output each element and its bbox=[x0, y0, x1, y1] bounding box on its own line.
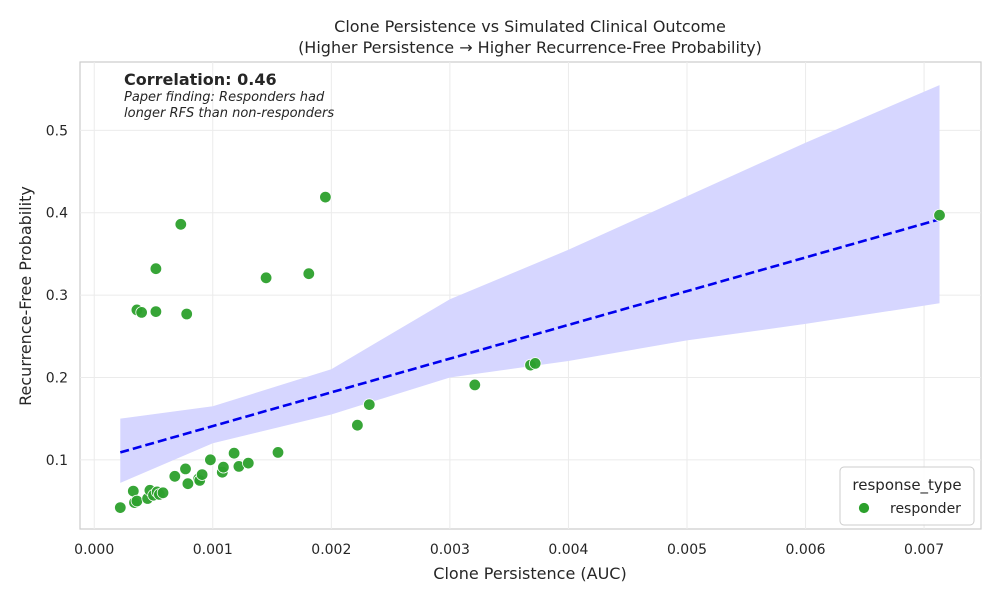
legend-title: response_type bbox=[852, 476, 961, 495]
data-point bbox=[174, 218, 188, 231]
data-point bbox=[180, 307, 193, 321]
data-point bbox=[204, 453, 217, 467]
legend-marker-responder bbox=[858, 502, 870, 514]
x-tick-label: 0.006 bbox=[785, 542, 825, 558]
data-point bbox=[259, 271, 273, 285]
x-tick-label: 0.005 bbox=[667, 542, 707, 558]
paper-finding-note-line2: longer RFS than non-responders bbox=[124, 106, 334, 121]
chart-title-line1: Clone Persistence vs Simulated Clinical … bbox=[334, 17, 726, 36]
data-point bbox=[181, 477, 195, 490]
y-tick-label: 0.2 bbox=[46, 370, 68, 386]
data-point bbox=[227, 447, 241, 460]
legend-label-responder: responder bbox=[890, 501, 961, 517]
x-tick-label: 0.000 bbox=[74, 542, 114, 558]
data-point bbox=[302, 267, 316, 280]
data-point bbox=[217, 461, 230, 474]
y-axis-label: Recurrence-Free Probability bbox=[16, 186, 35, 406]
data-point bbox=[271, 446, 285, 459]
y-tick-label: 0.4 bbox=[46, 206, 68, 222]
data-point bbox=[114, 501, 127, 514]
legend-box bbox=[839, 466, 975, 526]
y-tick-label: 0.5 bbox=[46, 123, 68, 139]
x-tick-label: 0.004 bbox=[548, 542, 588, 558]
x-tick-label: 0.007 bbox=[904, 542, 944, 558]
y-tick-label: 0.1 bbox=[46, 453, 68, 469]
x-tick-label: 0.002 bbox=[311, 542, 351, 558]
data-point bbox=[933, 208, 946, 222]
data-point bbox=[168, 470, 182, 483]
data-point bbox=[149, 305, 163, 318]
confidence-band bbox=[120, 85, 940, 483]
data-point bbox=[135, 306, 148, 319]
data-point bbox=[351, 419, 364, 432]
x-axis-ticks: 0.000 0.001 0.002 0.003 0.004 0.005 0.006 0.007 bbox=[74, 542, 944, 558]
data-point bbox=[468, 378, 482, 392]
x-axis-label: Clone Persistence (AUC) bbox=[433, 564, 626, 583]
data-point bbox=[242, 456, 255, 470]
paper-finding-note-line1: Paper finding: Responders had bbox=[124, 90, 325, 105]
data-point bbox=[195, 468, 209, 481]
data-point bbox=[319, 190, 332, 204]
fit-line-layer bbox=[119, 218, 940, 454]
correlation-annotation: Correlation: 0.46 bbox=[124, 70, 277, 89]
data-point bbox=[529, 357, 542, 370]
y-tick-label: 0.3 bbox=[46, 288, 68, 304]
data-point bbox=[363, 398, 376, 411]
chart-title-line2: (Higher Persistence → Higher Recurrence-… bbox=[298, 38, 762, 57]
y-axis-ticks: 0.1 0.2 0.3 0.4 0.5 bbox=[46, 123, 68, 468]
confidence-band-layer bbox=[120, 85, 940, 483]
x-tick-label: 0.003 bbox=[430, 542, 470, 558]
data-points bbox=[114, 190, 946, 514]
legend: response_type responder bbox=[839, 466, 975, 526]
data-point bbox=[130, 494, 144, 508]
regression-line bbox=[119, 218, 940, 454]
grid-lines bbox=[80, 62, 981, 529]
x-tick-label: 0.001 bbox=[193, 542, 233, 558]
data-point bbox=[179, 462, 192, 476]
data-point bbox=[149, 262, 163, 275]
data-point bbox=[156, 486, 170, 500]
